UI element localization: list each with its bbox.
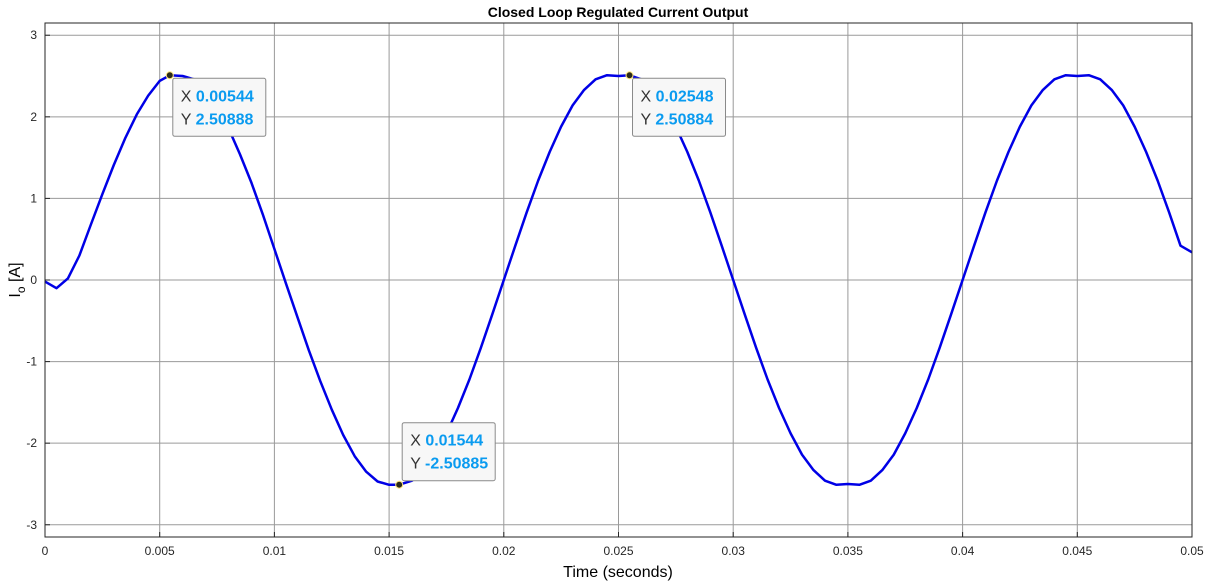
x-tick-label: 0.005 — [145, 544, 175, 558]
y-tick-label: 2 — [30, 110, 37, 124]
x-tick-label: 0.04 — [951, 544, 975, 558]
datatip-y-row: Y -2.50885 — [410, 456, 488, 473]
series-line — [44, 73, 1193, 487]
datatip[interactable]: X 0.00544 Y 2.50888 — [165, 71, 267, 137]
x-tick-label: 0.05 — [1180, 544, 1204, 558]
x-tick-label: 0.015 — [374, 544, 404, 558]
datatip-x-row: X 0.01544 — [410, 433, 483, 450]
y-axis-label: Io [A] — [7, 262, 28, 297]
grid-lines — [45, 23, 1192, 537]
datatip[interactable]: X 0.02548 Y 2.50884 — [625, 71, 727, 137]
x-tick-label: 0.02 — [492, 544, 516, 558]
y-tick-label: -1 — [26, 355, 37, 369]
datatip-y-row: Y 2.50888 — [181, 111, 254, 128]
x-tick-label: 0.025 — [603, 544, 633, 558]
x-tick-label: 0.03 — [722, 544, 746, 558]
y-tick-label: 1 — [30, 191, 37, 205]
y-tick-label: -2 — [26, 436, 37, 450]
x-tick-label: 0.01 — [263, 544, 287, 558]
x-tick-label: 0 — [42, 544, 49, 558]
datatip-marker[interactable] — [395, 480, 404, 489]
datatip-box — [172, 77, 267, 137]
datatip-x-row: X 0.00544 — [181, 88, 254, 105]
datatip[interactable]: X 0.01544 Y -2.50885 — [395, 422, 496, 489]
datatip-x-row: X 0.02548 — [641, 88, 714, 105]
y-tick-label: 0 — [30, 273, 37, 287]
x-axis-label: Time (seconds) — [563, 564, 673, 581]
x-tick-label: 0.035 — [833, 544, 863, 558]
svg-text:Io [A]: Io [A] — [7, 262, 28, 297]
chart-title: Closed Loop Regulated Current Output — [488, 4, 749, 20]
datatip-box — [401, 422, 496, 482]
datatip-marker[interactable] — [165, 71, 174, 80]
x-tick-label: 0.045 — [1062, 544, 1092, 558]
datatip-box — [632, 77, 727, 137]
datatip-y-row: Y 2.50884 — [641, 111, 714, 128]
y-axis-ticks: -3 -2 -1 0 1 2 3 — [26, 28, 50, 532]
x-axis-ticks: 0 0.005 0.01 0.015 0.02 0.025 0.03 0.035 0.04 0.0… — [42, 532, 1204, 558]
datatip-marker[interactable] — [625, 71, 634, 80]
series-layer — [44, 73, 1193, 487]
y-tick-label: 3 — [30, 28, 37, 42]
plot-frame — [44, 22, 1193, 538]
y-tick-label: -3 — [26, 518, 37, 532]
